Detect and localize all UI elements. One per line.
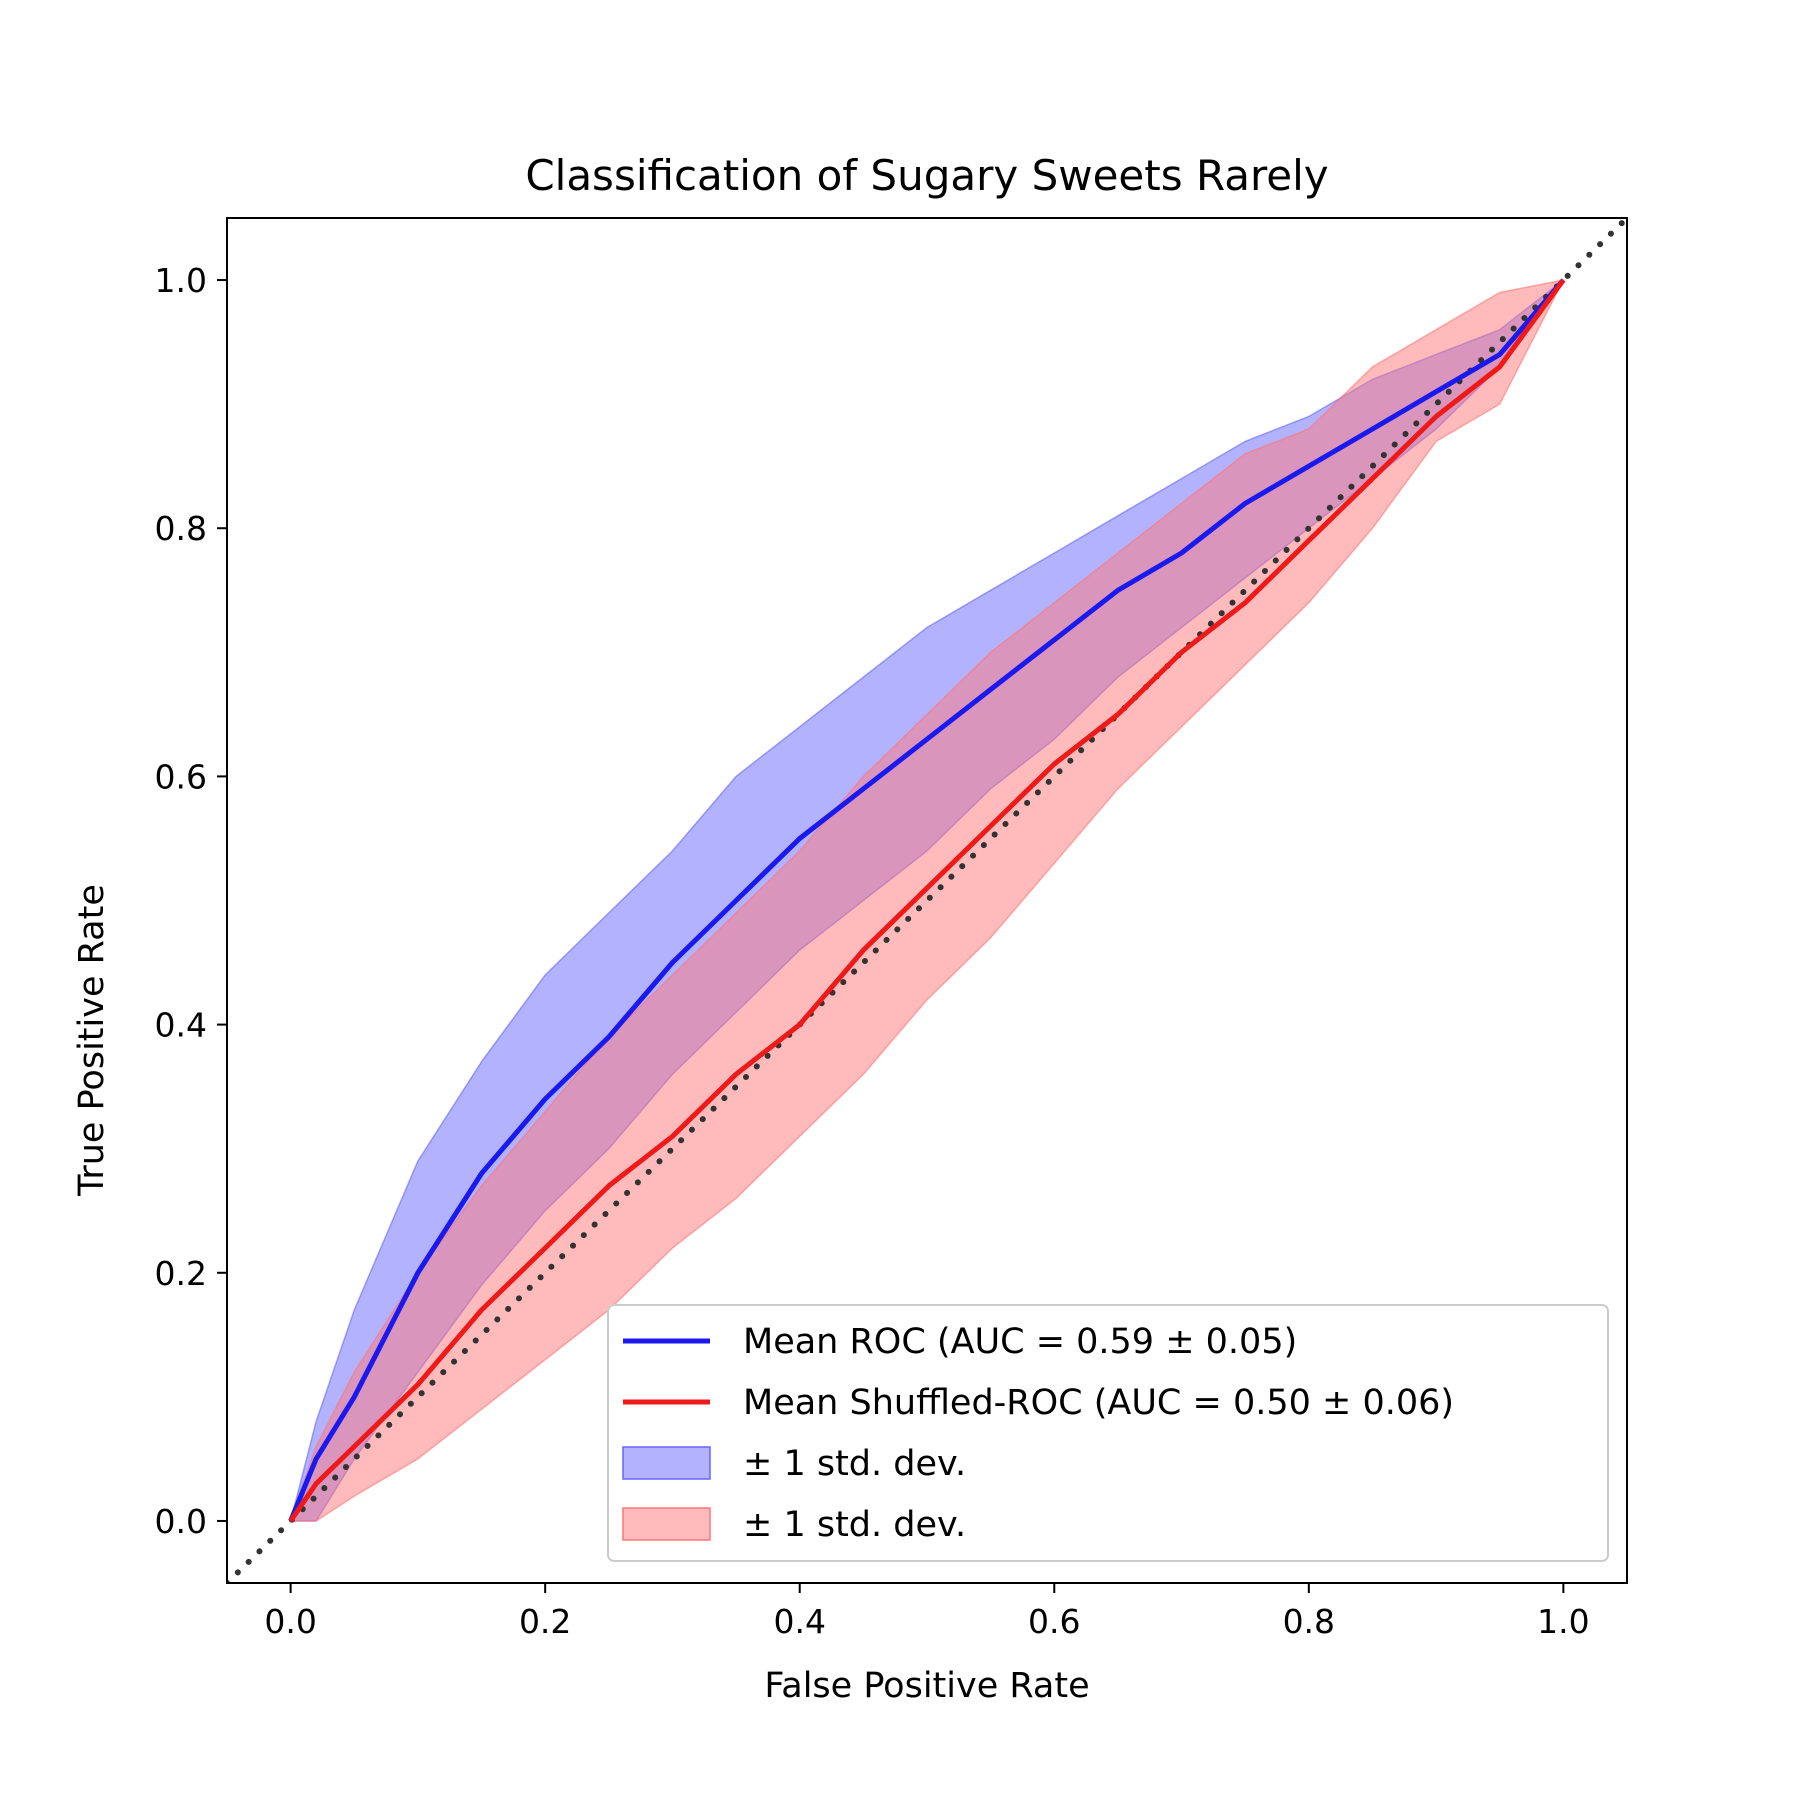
- x-tick-label: 0.4: [773, 1602, 825, 1641]
- axis-ticks: 0.0 0.2 0.4 0.6 0.8 1.0 0.0 0.2 0.4 0.6 0.8 1.0: [155, 261, 1590, 1641]
- plot-area: [226, 217, 1628, 1584]
- legend-band-1-label: ± 1 std. dev.: [743, 1444, 966, 1484]
- mean-roc-line-2: [288, 278, 1566, 1523]
- legend-band-2-label: ± 1 std. dev.: [743, 1505, 966, 1545]
- plot-content: [227, 218, 1627, 1583]
- plot-frame: [226, 217, 1628, 1584]
- x-axis-label: False Positive Rate: [764, 1666, 1089, 1706]
- x-tick-label: 0.6: [1028, 1602, 1080, 1641]
- chance-diagonal-line: [227, 218, 1627, 1583]
- y-tick-label: 1.0: [155, 261, 207, 300]
- y-tick-label: 0.6: [155, 757, 207, 796]
- x-tick-label: 0.0: [264, 1602, 316, 1641]
- y-tick-label: 0.2: [155, 1254, 207, 1293]
- legend: Mean ROC (AUC = 0.59 ± 0.05) Mean Shuffle…: [607, 1304, 1609, 1562]
- mean-roc-line-1: [288, 278, 1566, 1522]
- legend-band-1-swatch: [622, 1446, 711, 1480]
- legend-line-1-label: Mean ROC (AUC = 0.59 ± 0.05): [743, 1322, 1297, 1362]
- x-tick-label: 0.8: [1283, 1602, 1335, 1641]
- y-tick-label: 0.0: [155, 1502, 207, 1541]
- chart-title: Classification of Sugary Sweets Rarely: [525, 151, 1328, 200]
- y-tick-label: 0.4: [155, 1006, 207, 1045]
- x-tick-label: 0.2: [519, 1602, 571, 1641]
- y-axis-label: True Positive Rate: [72, 884, 112, 1197]
- legend-line-2-label: Mean Shuffled-ROC (AUC = 0.50 ± 0.06): [743, 1383, 1454, 1423]
- legend-band-2-swatch: [622, 1507, 711, 1541]
- x-tick-label: 1.0: [1537, 1602, 1589, 1641]
- y-tick-label: 0.8: [155, 509, 207, 548]
- legend-box: [607, 1304, 1609, 1562]
